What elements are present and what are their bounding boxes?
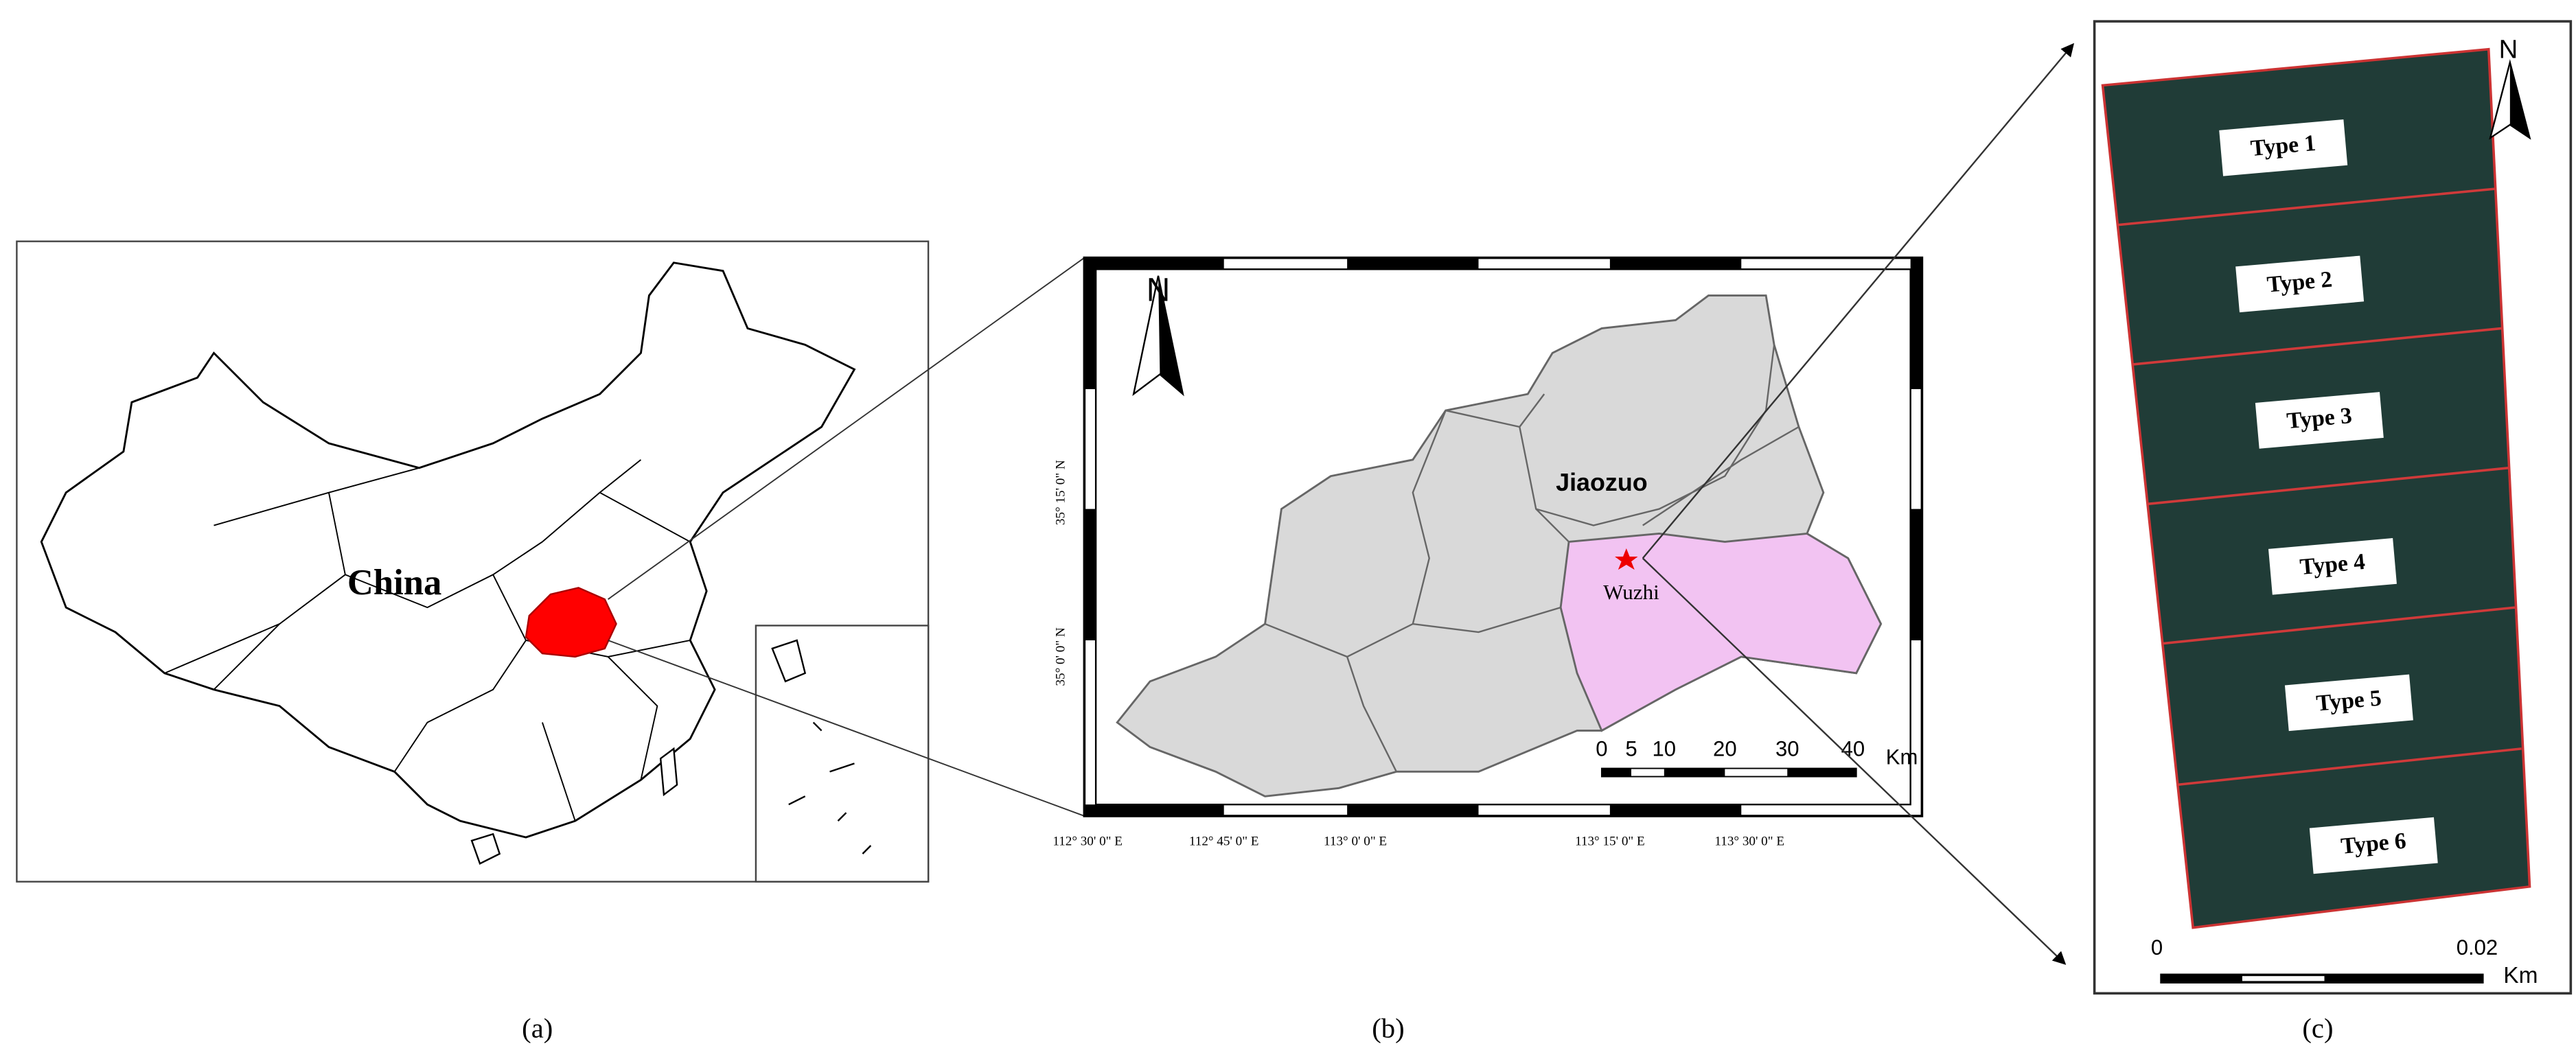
plot-label: Type 6 [2340, 828, 2407, 859]
zoom-line [608, 640, 1085, 817]
zoom-arrow [1642, 557, 2067, 965]
plot-labels: Type 1 Type 2 Type 3 Type 4 Type 5 Type … [2219, 119, 2438, 874]
caption: (b) [1372, 1013, 1404, 1044]
scale-label: 20 [1713, 736, 1737, 760]
plot-label: Type 5 [2315, 686, 2382, 717]
frame-ticks [1084, 257, 1922, 816]
plot-label: Type 3 [2286, 403, 2353, 434]
zoom-line [608, 257, 1085, 600]
henan [525, 587, 617, 658]
panel-a: China (a) [16, 240, 1085, 1044]
scale-unit: Km [1886, 745, 1918, 769]
china-outline [40, 261, 856, 839]
scale-unit: Km [2503, 963, 2538, 988]
latitude-label: 35° 0' 0" N [1053, 627, 1068, 686]
caption: (c) [2302, 1013, 2333, 1044]
inset-frame [755, 625, 930, 883]
zoom-arrow [1642, 43, 2075, 559]
scale-label: 5 [1625, 736, 1637, 760]
plot-dividers [2117, 187, 2522, 787]
scale-label: 10 [1653, 736, 1677, 760]
scale-bar [2160, 973, 2484, 984]
city-label: Jiaozuo [1556, 469, 1648, 496]
province-borders [164, 459, 691, 822]
county-borders [1265, 345, 1799, 772]
scale-label: 0.02 [2457, 935, 2498, 959]
inset-islands [771, 639, 872, 854]
star [1615, 548, 1638, 570]
hainan [470, 833, 501, 865]
plot-label: Type 4 [2299, 549, 2366, 580]
imagery [2101, 47, 2531, 929]
panel-c: Type 1 Type 2 Type 3 Type 4 Type 5 Type … [2093, 20, 2573, 1044]
caption: (a) [522, 1013, 553, 1044]
north-label: N [1147, 272, 1171, 308]
country-label: China [347, 563, 441, 603]
scale-label: 30 [1775, 736, 1799, 760]
longitude-label: 112° 30' 0" E [1053, 835, 1123, 849]
plot-label: Type 1 [2249, 130, 2316, 161]
taiwan [659, 747, 678, 797]
longitude-label: 113° 0' 0" E [1324, 835, 1387, 849]
scale-label: 0 [2151, 935, 2163, 959]
longitude-label: 113° 30' 0" E [1714, 835, 1784, 849]
latitude-label: 35° 15' 0" N [1053, 460, 1068, 525]
north-label: N [2499, 34, 2518, 64]
longitude-label: 112° 45' 0" E [1189, 835, 1259, 849]
scale-bar [1600, 767, 1857, 778]
county-label: Wuzhi [1603, 580, 1659, 604]
scale-label: 40 [1841, 736, 1865, 760]
panel-b: N Jiaozuo Wuzhi 0 5 10 20 30 40 Km 35° 1… [1053, 43, 2075, 1044]
longitude-label: 113° 15' 0" E [1575, 835, 1645, 849]
scale-label: 0 [1596, 736, 1607, 760]
plot-label: Type 2 [2266, 266, 2333, 297]
